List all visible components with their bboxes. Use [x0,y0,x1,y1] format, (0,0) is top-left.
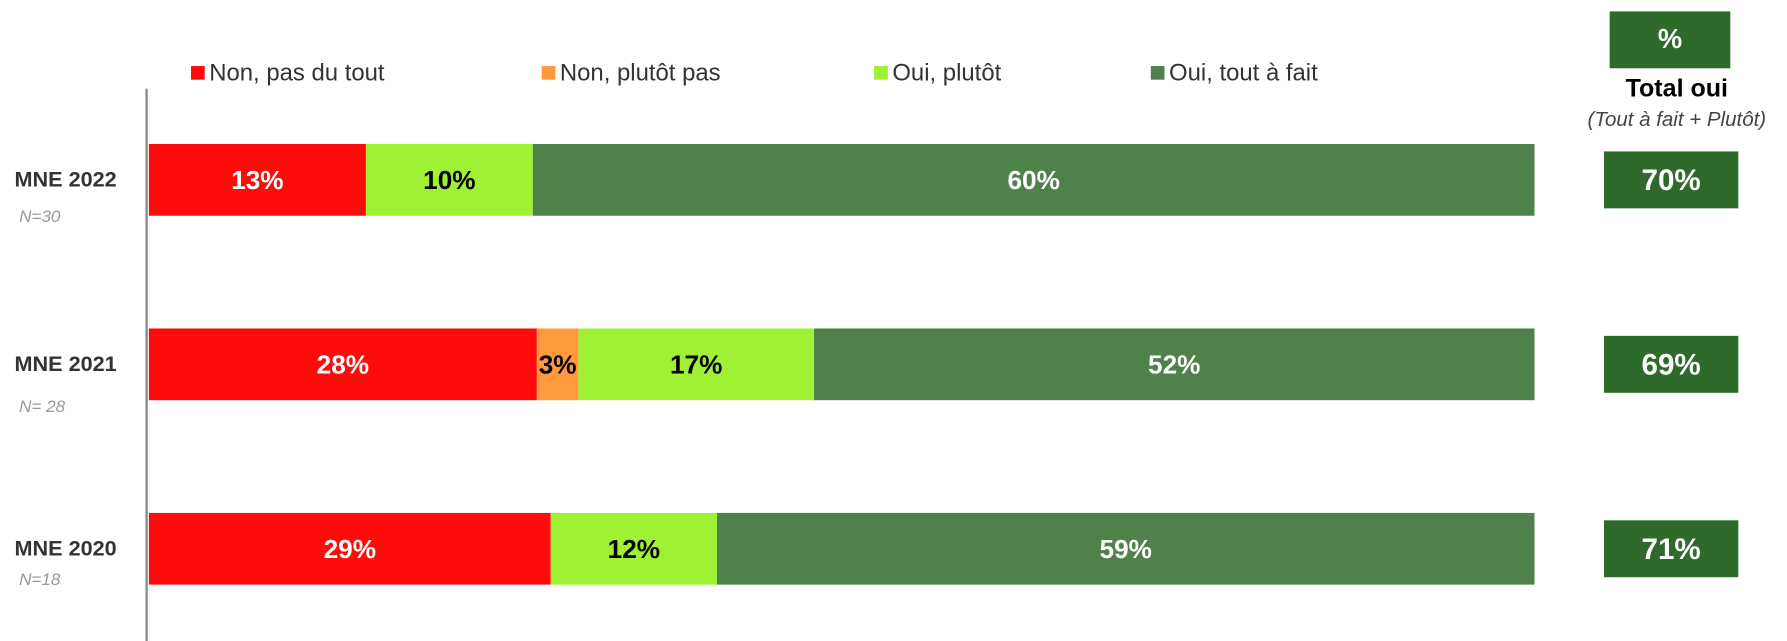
value-label: 28% [317,350,369,380]
value-label: 10% [423,165,475,195]
totals-subtitle: (Tout à fait + Plutôt) [1588,108,1767,131]
value-label: 52% [1148,350,1200,380]
value-label: 59% [1100,534,1152,564]
legend-swatch [874,66,888,80]
total-box [1603,151,1739,209]
legend-label: Non, pas du tout [209,59,385,86]
bar-segment [148,328,537,401]
category-note: N=30 [19,207,61,226]
bar-segment [578,328,814,401]
value-label: 13% [231,165,283,195]
legend-swatch [541,66,556,80]
bar-segment [532,144,1535,216]
bar-segment [365,144,533,216]
legend-swatch [191,66,205,80]
bar-segment [813,328,1535,401]
total-label: 69% [1642,348,1701,381]
value-label: 17% [670,350,722,380]
totals-header-box [1609,11,1731,69]
value-label: 60% [1007,165,1059,195]
category-label: MNE 2022 [15,167,117,192]
legend-label: Oui, tout à fait [1169,59,1318,86]
bar-segment [716,512,1535,585]
legend-label: Non, plutôt pas [560,59,721,86]
bar-segment [550,512,717,585]
total-box [1603,520,1739,578]
value-label: 12% [608,534,660,564]
legend-swatch [1150,66,1165,80]
totals-header: % [1658,23,1682,54]
bar-segment [148,144,366,216]
bar-segment [148,512,551,585]
total-box [1603,335,1739,393]
totals-title: Total oui [1626,75,1728,103]
category-note: N=18 [19,570,61,589]
value-label: 3% [539,350,577,380]
category-label: MNE 2021 [15,351,117,376]
legend-label: Oui, plutôt [892,59,1001,86]
category-label: MNE 2020 [15,536,117,561]
total-label: 71% [1642,533,1701,566]
total-label: 70% [1642,164,1701,197]
bar-segment [536,328,579,401]
value-label: 29% [324,534,376,564]
category-note: N= 28 [19,397,66,416]
